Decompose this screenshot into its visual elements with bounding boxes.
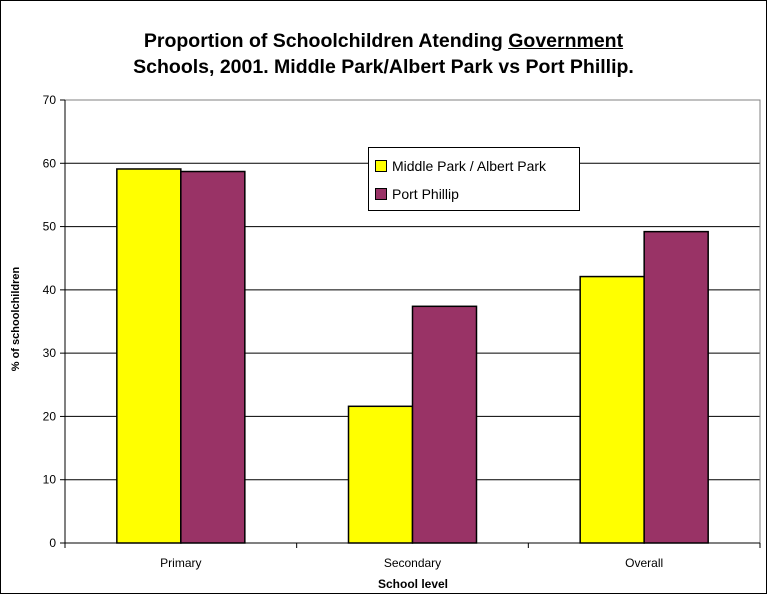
x-tick-label: Overall — [625, 556, 663, 570]
y-tick-label: 20 — [43, 409, 57, 423]
bar — [347, 405, 414, 544]
chart-title-underlined: Government — [508, 30, 624, 52]
x-tick-labels: Primary Secondary Overall — [160, 556, 663, 570]
y-tick-label: 70 — [43, 93, 57, 107]
chart-title: Proportion of Schoolchildren Atending Go… — [0, 28, 767, 80]
x-tick-label: Primary — [160, 556, 201, 570]
legend: Middle Park / Albert Park Port Phillip — [368, 147, 580, 211]
legend-label-port-phillip: Port Phillip — [392, 186, 459, 202]
y-tick-label: 0 — [49, 536, 56, 550]
x-axis-label: School level — [378, 577, 448, 591]
y-tick-label: 10 — [43, 473, 57, 487]
legend-label-middle-park: Middle Park / Albert Park — [392, 158, 547, 174]
y-axis-label: % of schoolchildren — [10, 266, 22, 371]
legend-item-port-phillip: Port Phillip — [375, 184, 459, 204]
y-tick-label: 60 — [43, 156, 57, 170]
chart-title-line-1: Proportion of Schoolchildren Atending Go… — [0, 28, 767, 54]
y-tick-label: 40 — [43, 283, 57, 297]
y-tick-labels: 0 10 20 30 40 50 60 70 — [43, 93, 57, 550]
chart-title-prefix: Proportion of Schoolchildren Atending — [143, 30, 509, 52]
bar — [579, 275, 645, 544]
legend-item-middle-park: Middle Park / Albert Park — [375, 156, 546, 176]
bar — [643, 230, 709, 544]
x-tick-label: Secondary — [384, 556, 441, 570]
y-tick-label: 30 — [43, 346, 57, 360]
y-tick-label: 50 — [43, 220, 57, 234]
legend-swatch-middle-park — [375, 160, 387, 172]
bars — [116, 168, 709, 544]
bar — [116, 168, 182, 544]
legend-swatch-port-phillip — [375, 188, 387, 200]
chart-title-line-2: Schools, 2001. Middle Park/Albert Park v… — [133, 56, 634, 78]
bar — [180, 170, 246, 544]
axes — [60, 99, 761, 548]
bar — [411, 305, 478, 544]
